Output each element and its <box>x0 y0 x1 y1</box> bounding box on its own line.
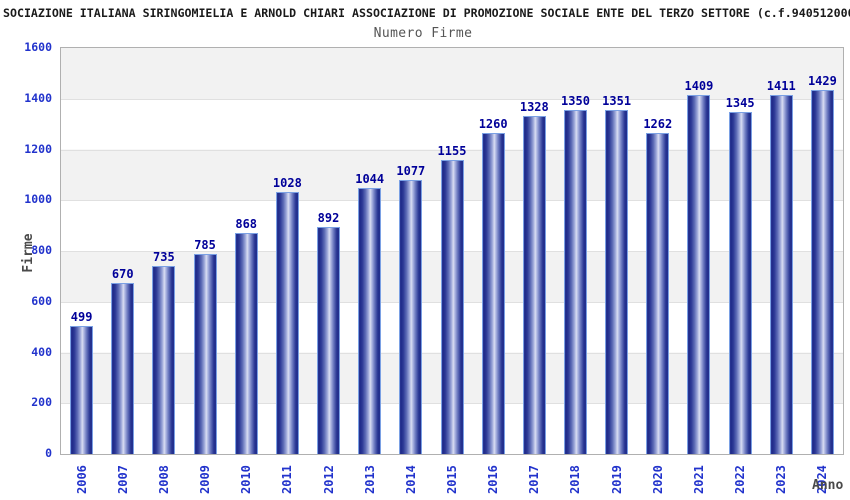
bar-2021 <box>687 95 711 454</box>
bar-2011 <box>275 192 299 454</box>
x-tick-label-2014: 2014 <box>403 465 418 494</box>
bar-value-label: 1409 <box>684 79 714 93</box>
bar-2013 <box>358 188 382 454</box>
y-tick-label: 600 <box>31 293 52 308</box>
bar-2023 <box>769 95 793 454</box>
bar-2018 <box>563 110 587 454</box>
bar-value-label: 1044 <box>355 172 385 186</box>
bar-value-label: 1260 <box>478 117 508 131</box>
bar-value-label: 670 <box>111 267 134 281</box>
bar-2010 <box>234 233 258 454</box>
bar-value-label: 1350 <box>561 94 590 108</box>
bar-2022 <box>728 112 752 454</box>
x-tick-label-2008: 2008 <box>156 465 171 494</box>
x-tick-label-2016: 2016 <box>486 465 501 494</box>
bar-2012 <box>317 227 341 454</box>
gridline-1200 <box>61 149 843 151</box>
x-tick-label-2007: 2007 <box>115 465 130 494</box>
x-tick-label-2006: 2006 <box>74 465 89 494</box>
bar-2024 <box>810 90 834 454</box>
bar-value-label: 1411 <box>766 79 796 93</box>
x-tick-label-2020: 2020 <box>650 465 665 494</box>
y-tick-label: 200 <box>31 395 52 410</box>
x-tick-label-2017: 2017 <box>527 465 542 494</box>
bar-value-label: 785 <box>194 238 216 252</box>
y-tick-label: 1200 <box>24 141 52 156</box>
y-tick-label: 0 <box>45 446 52 460</box>
page-title: SOCIAZIONE ITALIANA SIRINGOMIELIA E ARNO… <box>3 6 850 20</box>
x-axis-title: Anno <box>812 478 844 493</box>
y-tick-label: 1600 <box>24 40 52 54</box>
x-tick-label-2011: 2011 <box>280 465 295 494</box>
plot-area: 499 670 735 785 868 1028 892 1044 1077 1155 1260 13… <box>60 47 844 455</box>
bar-value-label: 1429 <box>807 74 837 88</box>
x-tick-label-2015: 2015 <box>445 465 459 494</box>
bar-value-label: 1155 <box>437 144 467 158</box>
y-axis-title: Firme <box>21 233 36 273</box>
bar-value-label: 499 <box>70 310 93 324</box>
bar-2014 <box>399 180 423 454</box>
bar-2008 <box>152 266 176 454</box>
gridline-1400 <box>61 98 843 100</box>
bar-value-label: 1262 <box>643 117 673 131</box>
bar-value-label: 892 <box>317 211 340 225</box>
bar-value-label: 1351 <box>602 94 632 108</box>
bar-value-label: 868 <box>235 217 258 231</box>
bar-value-label: 1077 <box>396 164 426 178</box>
x-tick-label-2021: 2021 <box>691 465 706 494</box>
x-tick-label-2022: 2022 <box>733 465 748 494</box>
y-tick-label: 1400 <box>24 90 52 105</box>
bar-2017 <box>522 116 546 454</box>
chart-title: Numero Firme <box>373 26 473 41</box>
bar-2015 <box>440 160 464 454</box>
bar-2020 <box>646 133 670 454</box>
bar-2019 <box>605 110 629 454</box>
bar-2016 <box>481 133 505 454</box>
y-tick-label: 800 <box>31 243 52 257</box>
bar-2007 <box>111 283 135 454</box>
bar-value-label: 735 <box>153 250 175 264</box>
bar-value-label: 1345 <box>725 96 755 110</box>
bar-2009 <box>193 254 217 454</box>
bar-value-label: 1028 <box>272 176 302 190</box>
x-tick-label-2009: 2009 <box>198 465 213 494</box>
y-tick-label: 1000 <box>24 192 52 207</box>
x-tick-label-2023: 2023 <box>774 465 789 494</box>
bar-value-label: 1328 <box>519 100 549 114</box>
x-tick-label-2012: 2012 <box>321 465 336 494</box>
y-tick-label: 400 <box>31 344 52 359</box>
x-tick-label-2018: 2018 <box>568 465 583 494</box>
x-tick-label-2010: 2010 <box>239 465 254 494</box>
x-tick-label-2019: 2019 <box>609 465 624 494</box>
bar-2006 <box>70 326 94 454</box>
x-tick-label-2013: 2013 <box>362 465 377 494</box>
